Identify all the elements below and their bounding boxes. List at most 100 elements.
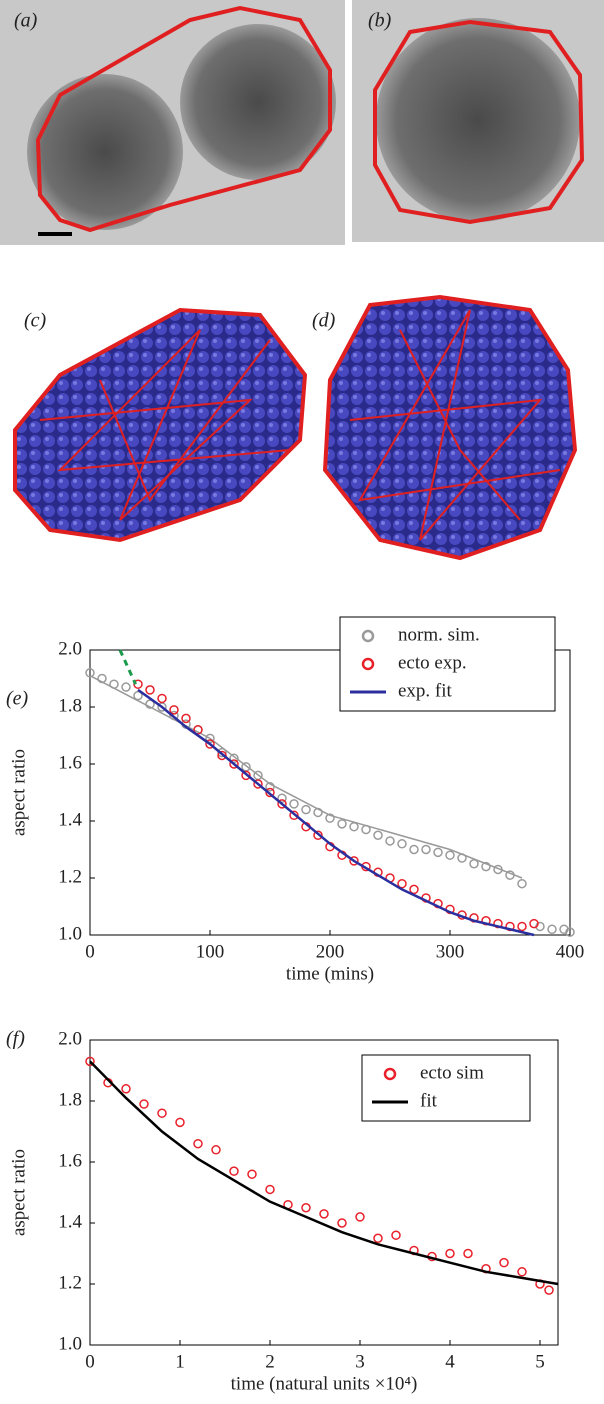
data-point <box>409 884 419 895</box>
data-point <box>133 690 143 701</box>
data-point <box>277 793 287 803</box>
data-point <box>139 1099 149 1109</box>
data-point <box>277 799 287 809</box>
data-point <box>229 1166 239 1176</box>
y-tick-label: 1.6 <box>58 1150 82 1171</box>
y-tick-label: 1.6 <box>58 752 82 773</box>
data-point <box>205 739 215 749</box>
data-point <box>517 1267 527 1277</box>
legend-label: ecto sim <box>420 1062 484 1083</box>
data-point <box>565 927 575 937</box>
data-point <box>517 878 527 889</box>
data-point <box>433 847 443 858</box>
x-axis-label: time (mins) <box>286 963 374 984</box>
x-tick-label: 5 <box>535 1351 545 1372</box>
data-point <box>241 770 251 781</box>
data-point <box>121 1084 131 1094</box>
panel-label: (e) <box>6 688 29 710</box>
image-b: (b) <box>352 0 604 242</box>
data-point <box>373 830 383 840</box>
legend-box <box>339 616 556 712</box>
x-tick-label: 100 <box>196 941 225 962</box>
x-axis-label: time (natural units ×10⁴) <box>231 1373 418 1394</box>
data-point <box>175 1117 185 1128</box>
data-point <box>253 779 263 789</box>
legend-label: fit <box>420 1090 438 1111</box>
data-point <box>211 1145 221 1155</box>
legend-box <box>361 1054 531 1122</box>
data-point <box>289 799 299 809</box>
data-point <box>193 1138 203 1149</box>
data-point <box>229 753 239 764</box>
data-point <box>385 836 395 846</box>
data-point <box>373 1233 383 1243</box>
y-tick-label: 1.0 <box>58 923 82 944</box>
data-point <box>217 747 227 758</box>
y-tick-label: 2.0 <box>58 1028 82 1049</box>
data-point <box>349 821 359 832</box>
data-point <box>409 844 419 855</box>
data-point <box>157 693 167 704</box>
data-point <box>397 878 407 889</box>
data-point <box>547 924 557 935</box>
data-point <box>145 685 155 695</box>
y-axis-label: aspect ratio <box>8 1149 29 1236</box>
data-point <box>157 1108 167 1118</box>
legend-marker <box>383 1067 397 1081</box>
legend-label: norm. sim. <box>398 624 480 645</box>
line <box>89 1060 559 1286</box>
data-point <box>445 1248 455 1259</box>
y-axis-label: aspect ratio <box>8 749 29 836</box>
data-point <box>181 713 191 724</box>
data-point <box>217 750 227 761</box>
data-point <box>121 682 131 692</box>
legend-label: ecto exp. <box>398 652 467 673</box>
data-point <box>193 725 203 735</box>
panel-label: (d) <box>312 310 336 332</box>
plot-frame <box>89 1039 559 1346</box>
image-c: (c) <box>13 307 308 543</box>
legend-marker <box>361 629 375 643</box>
data-point <box>463 1248 473 1259</box>
legend-marker <box>361 657 375 671</box>
y-tick-label: 1.8 <box>58 1089 82 1110</box>
data-point <box>265 1184 275 1195</box>
x-tick-label: 3 <box>355 1351 365 1372</box>
data-point <box>349 856 359 866</box>
image-a: (a) <box>0 0 345 245</box>
x-tick-label: 1 <box>175 1351 185 1372</box>
data-point <box>445 850 455 860</box>
x-tick-label: 0 <box>85 941 95 962</box>
data-point <box>301 1203 311 1213</box>
panel-label: (c) <box>24 310 47 332</box>
panel-label: (b) <box>368 10 392 32</box>
data-point <box>481 861 491 872</box>
image-d: (d) <box>312 294 578 561</box>
line <box>89 674 523 879</box>
y-tick-label: 1.0 <box>58 1333 82 1354</box>
data-point <box>391 1230 401 1240</box>
x-tick-label: 400 <box>556 941 585 962</box>
y-tick-label: 1.2 <box>58 1272 82 1293</box>
y-tick-label: 1.8 <box>58 695 82 716</box>
panel-label: (f) <box>6 1028 25 1050</box>
data-point <box>529 918 539 929</box>
data-point <box>289 810 299 821</box>
data-point <box>337 819 347 829</box>
x-tick-label: 0 <box>85 1351 95 1372</box>
x-tick-label: 200 <box>316 941 345 962</box>
data-point <box>337 1218 347 1228</box>
data-point <box>313 830 323 840</box>
data-point <box>397 839 407 849</box>
x-tick-label: 2 <box>265 1351 275 1372</box>
x-tick-label: 4 <box>445 1351 455 1372</box>
y-tick-label: 1.4 <box>58 809 82 830</box>
y-tick-label: 2.0 <box>58 638 82 659</box>
data-point <box>247 1169 257 1179</box>
data-point <box>544 1285 554 1295</box>
data-point <box>265 787 275 798</box>
y-tick-label: 1.2 <box>58 866 82 887</box>
line <box>118 649 137 685</box>
data-point <box>421 844 431 855</box>
